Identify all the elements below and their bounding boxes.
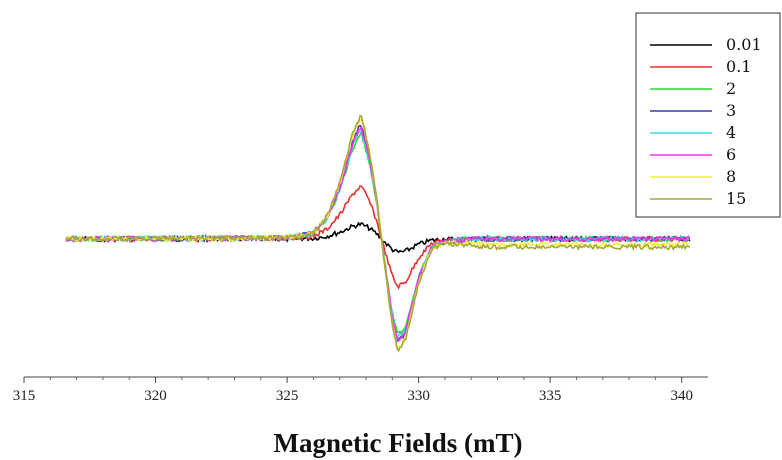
x-axis-title: Magnetic Fields (mT): [274, 428, 523, 458]
legend-label-4: 4: [726, 123, 736, 142]
legend-label-2: 2: [726, 79, 736, 98]
legend-label-15: 15: [726, 189, 746, 208]
legend-label-8: 8: [726, 167, 736, 186]
legend: 0.01 0.1 2 3 4 6 8 15: [635, 12, 781, 218]
legend-label-6: 6: [726, 145, 736, 164]
legend-box: [635, 12, 781, 218]
x-tick-label: 330: [407, 388, 430, 404]
series-layer: [65, 114, 691, 353]
x-tick-label: 335: [539, 388, 562, 404]
series-line-15: [65, 114, 691, 353]
x-axis-ticks: 315 320 325 330 335 340: [13, 377, 693, 404]
x-tick-label: 325: [276, 388, 299, 404]
x-tick-label: 315: [13, 388, 36, 404]
legend-label-0.1: 0.1: [726, 57, 751, 76]
legend-label-3: 3: [726, 101, 736, 120]
x-tick-label: 340: [670, 388, 693, 404]
legend-label-0.01: 0.01: [726, 35, 762, 54]
x-tick-label: 320: [144, 388, 167, 404]
